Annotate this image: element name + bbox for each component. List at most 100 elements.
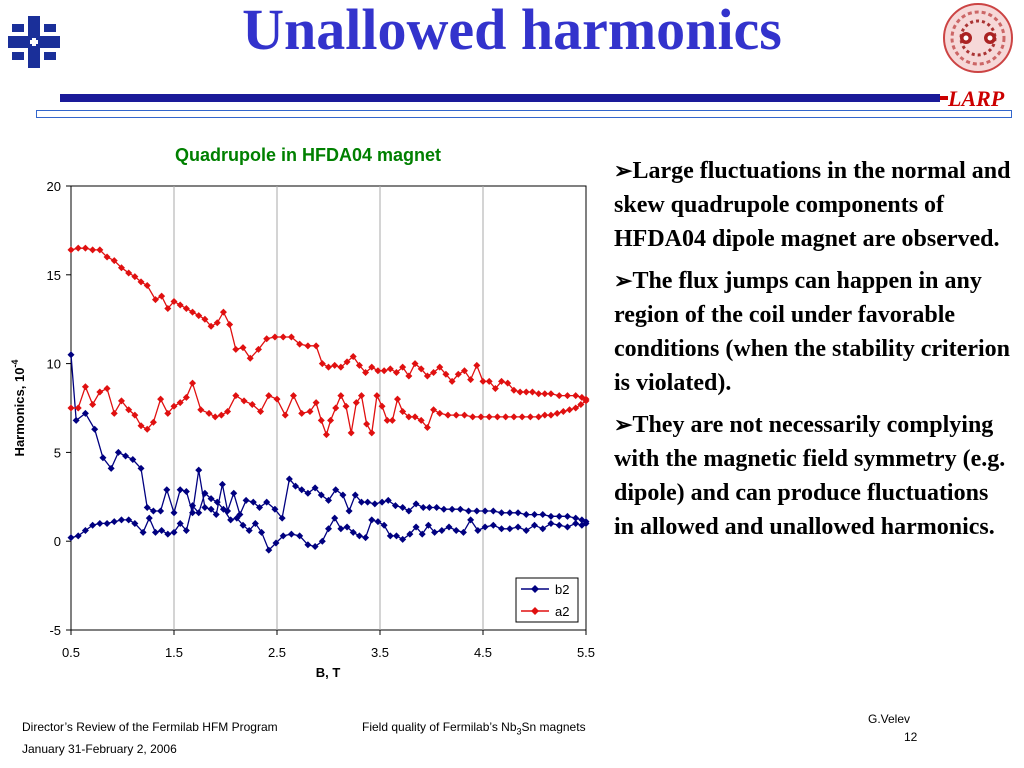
series-a2-point [368,363,376,371]
series-a2-point [411,413,419,421]
series-a2-point [263,335,271,343]
series-b2-point [258,528,266,536]
series-b2-point [547,519,555,527]
series-a2-point [454,370,462,378]
series-b2-point [392,532,400,540]
series-b2-point [473,507,481,515]
bullet-list: ➢Large fluctuations in the normal and sk… [614,154,1014,552]
series-b2-point [412,523,420,531]
arrow-bullet-icon: ➢ [614,268,633,293]
x-tick-label: 1.5 [165,645,183,660]
series-b2-point [481,507,489,515]
series-a2-point [553,409,561,417]
y-tick-label: 5 [54,445,61,460]
series-a2-point [143,281,151,289]
series-b2-point [351,491,359,499]
series-a2-point [312,342,320,350]
series-a2-point [452,411,460,419]
series-a2-point [405,413,413,421]
series-a2-point [170,402,178,410]
series-a2-point [386,365,394,373]
series-a2-point [411,360,419,368]
series-a2-point [201,315,209,323]
series-b2-point [110,518,118,526]
series-b2-point [459,528,467,536]
series-a2-point [460,367,468,375]
series-a2-point [368,429,376,437]
series-b2-point [296,532,304,540]
series-b2-point [405,507,413,515]
series-b2-point [67,351,75,359]
x-axis-label: B, T [316,665,341,680]
series-a2-point [143,425,151,433]
series-a2-point [289,392,297,400]
series-a2-point [498,377,506,385]
series-a2-point [226,321,234,329]
series-a2-point [394,395,402,403]
series-a2-point [207,322,215,330]
series-a2-point [103,253,111,261]
series-b2-point [304,489,312,497]
series-b2-point [325,496,332,504]
series-a2-point [373,392,381,400]
series-b2-point [489,507,497,515]
plot-area [70,185,587,631]
series-b2-point [218,480,226,488]
series-b2-point [201,503,209,511]
series-b2-point [331,514,339,522]
series-a2-point [528,388,536,396]
series-b2-point [145,514,153,522]
series-a2-point [205,409,213,417]
series-a2-point [211,413,219,421]
series-a2-point [479,377,487,385]
series-b2-point [131,519,139,527]
series-b2-point [89,521,97,529]
series-a2-point [577,400,585,408]
series-b2-point [514,509,522,517]
header-rule [60,94,940,102]
series-b2-point [163,486,171,494]
series-a2-point [502,413,510,421]
series-b2-point [137,464,145,472]
series-b2-point [380,521,388,529]
series-a2-point [559,408,567,416]
series-b2-point [298,486,306,494]
x-tick-label: 2.5 [268,645,286,660]
series-a2-point [526,413,534,421]
x-tick-label: 3.5 [371,645,389,660]
series-b2-point [263,498,271,506]
series-b2-point [467,516,475,524]
series-a2-point [325,363,332,371]
series-b2-point [212,511,220,519]
series-b2-point [425,503,433,511]
series-b2-point [157,507,165,515]
y-tick-label: 10 [47,357,61,372]
series-b2-point [230,489,238,497]
series-b2-point [364,498,372,506]
series-a2-point [363,420,371,428]
series-b2-point [563,523,571,531]
header-rule-accent [940,96,948,100]
series-a2-point [493,413,501,421]
series-a2-point [131,273,139,281]
series-b2-point [531,521,538,529]
series-b2-point [151,528,159,536]
series-a2-point [224,408,232,416]
series-b2-point [72,416,80,424]
bullet-item: ➢The flux jumps can happen in any region… [614,268,1010,396]
series-a2-point [67,404,75,412]
series-a2-point [572,392,580,400]
series-b2-point [332,486,340,494]
series-b2-point [433,503,441,511]
series-a2-point [374,367,382,375]
series-a2-point [405,372,413,380]
series-a2-point [125,406,133,414]
series-a2-point [189,308,197,316]
series-a2-point [467,376,475,384]
series-b2-point [125,516,133,524]
y-tick-label: 15 [47,268,61,283]
series-b2-point [563,512,571,520]
series-b2-point [465,507,473,515]
series-b2-point [368,516,376,524]
series-a2-point [265,392,273,400]
